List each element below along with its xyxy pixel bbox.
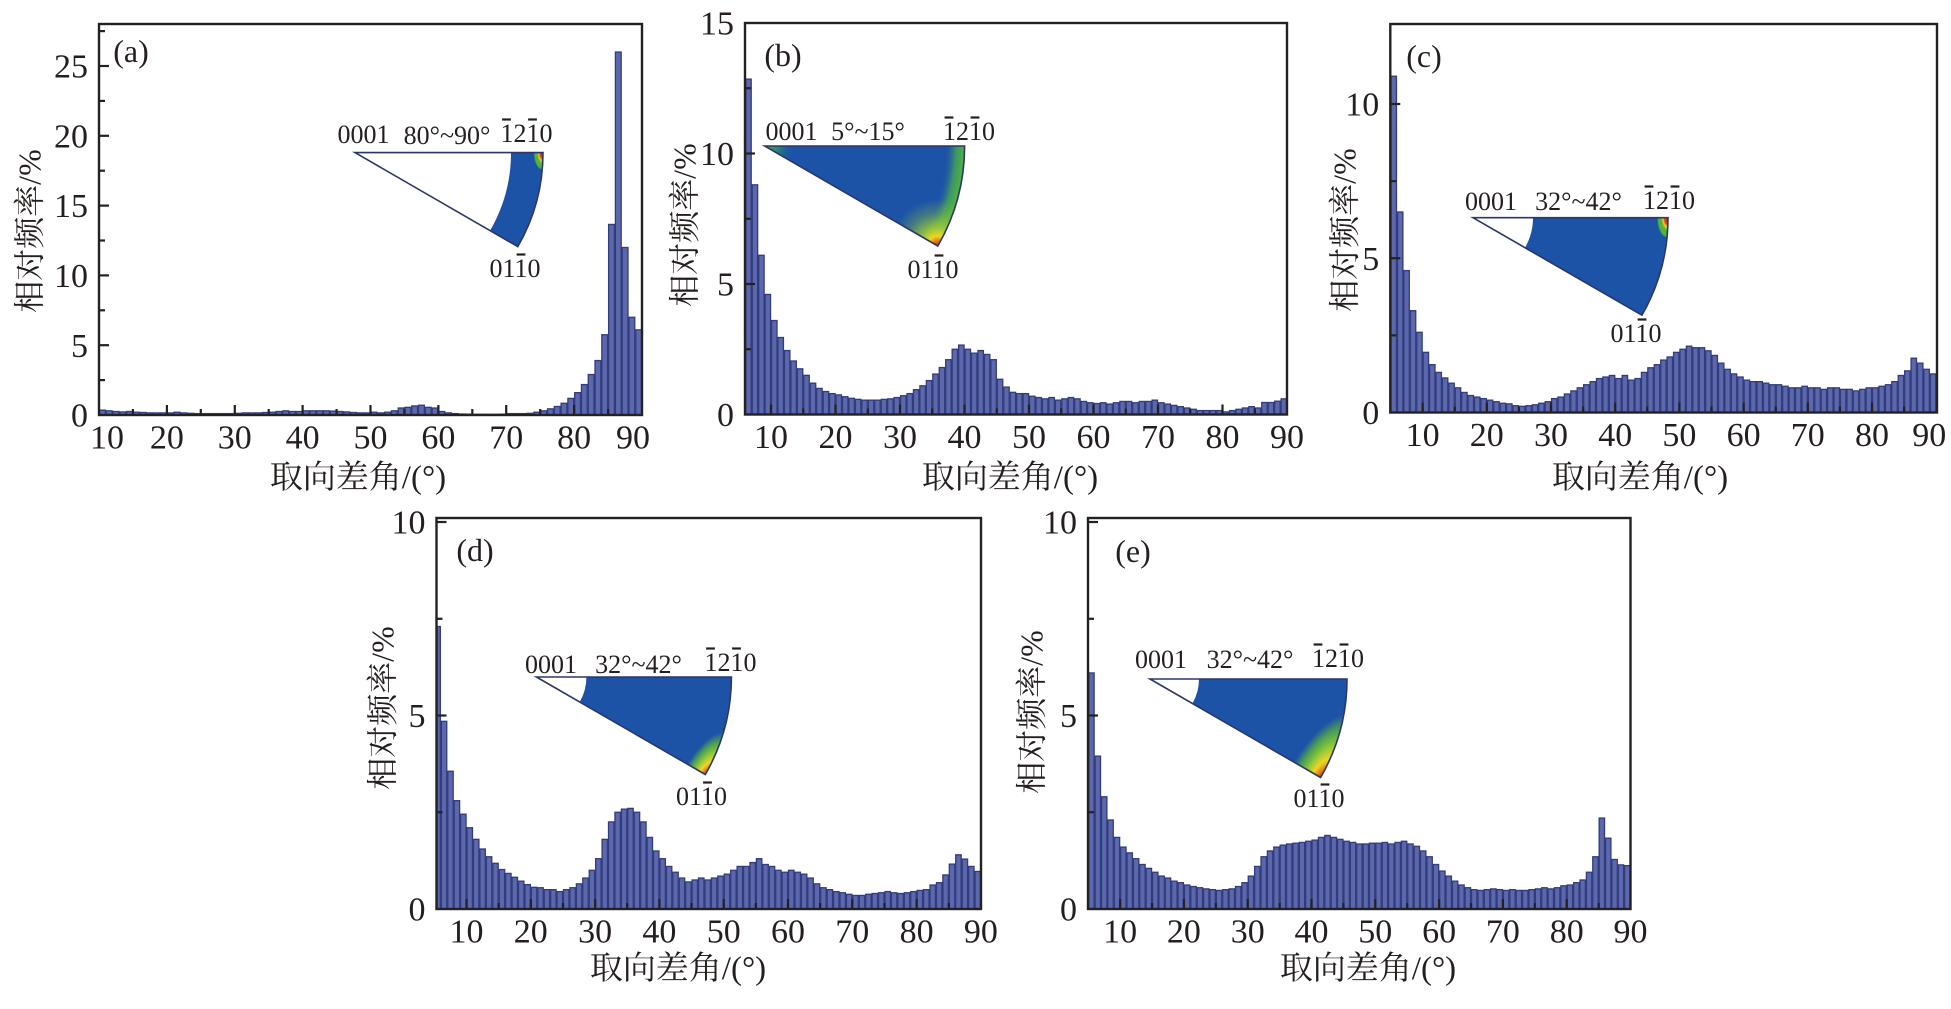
svg-text:90: 90	[616, 420, 650, 457]
svg-text:50: 50	[1662, 417, 1696, 454]
svg-text:70: 70	[1141, 419, 1175, 456]
svg-text:/%: /%	[667, 143, 703, 179]
svg-text:80: 80	[900, 914, 934, 951]
svg-text:0110: 0110	[907, 255, 958, 284]
svg-text:0: 0	[1362, 395, 1379, 432]
svg-text:/(°): /(°)	[1054, 460, 1098, 496]
svg-text:20: 20	[1470, 417, 1504, 454]
svg-text:50: 50	[707, 914, 741, 951]
svg-text:40: 40	[1598, 417, 1632, 454]
svg-text:0001: 0001	[338, 120, 390, 149]
svg-text:60: 60	[1727, 417, 1761, 454]
svg-text:10: 10	[1103, 914, 1137, 951]
svg-text:80: 80	[557, 420, 591, 457]
svg-text:60: 60	[1077, 419, 1111, 456]
svg-text:0001: 0001	[525, 650, 577, 679]
svg-text:80: 80	[1855, 417, 1889, 454]
svg-text:15: 15	[54, 188, 88, 225]
svg-text:10: 10	[1345, 87, 1379, 124]
svg-text:10: 10	[1406, 417, 1440, 454]
svg-text:30: 30	[1231, 914, 1265, 951]
svg-text:40: 40	[286, 420, 320, 457]
svg-text:70: 70	[489, 420, 523, 457]
svg-text:(b): (b)	[764, 37, 801, 73]
svg-text:(a): (a)	[113, 33, 149, 69]
svg-text:0: 0	[1060, 892, 1077, 929]
svg-text:0: 0	[71, 398, 88, 435]
svg-text:/(°): /(°)	[1684, 460, 1728, 496]
svg-text:20: 20	[1167, 914, 1201, 951]
svg-text:70: 70	[1791, 417, 1825, 454]
svg-text:/(°): /(°)	[402, 460, 446, 496]
svg-text:0001: 0001	[766, 117, 818, 146]
svg-text:50: 50	[1358, 914, 1392, 951]
svg-text:60: 60	[771, 914, 805, 951]
svg-text:20: 20	[819, 419, 853, 456]
svg-text:20: 20	[54, 118, 88, 155]
svg-text:32°~42°: 32°~42°	[1207, 645, 1294, 674]
svg-text:15: 15	[700, 6, 734, 43]
svg-text:80°~90°: 80°~90°	[404, 121, 491, 150]
svg-text:40: 40	[1295, 914, 1329, 951]
svg-text:90: 90	[1270, 419, 1304, 456]
svg-text:20: 20	[514, 914, 548, 951]
svg-text:5°~15°: 5°~15°	[831, 117, 905, 146]
svg-text:30: 30	[578, 914, 612, 951]
svg-text:80: 80	[1206, 419, 1240, 456]
svg-text:60: 60	[1422, 914, 1456, 951]
svg-text:70: 70	[1486, 914, 1520, 951]
svg-text:0110: 0110	[1293, 784, 1344, 813]
svg-text:/%: /%	[365, 626, 401, 662]
svg-text:1210: 1210	[943, 117, 995, 146]
svg-text:10: 10	[54, 258, 88, 295]
svg-text:10: 10	[392, 505, 426, 542]
svg-text:1210: 1210	[705, 648, 757, 677]
svg-text:50: 50	[1012, 419, 1046, 456]
svg-text:/(°): /(°)	[1412, 951, 1456, 987]
svg-text:10: 10	[1043, 505, 1077, 542]
svg-text:5: 5	[717, 267, 734, 304]
svg-text:70: 70	[835, 914, 869, 951]
svg-text:5: 5	[71, 328, 88, 365]
svg-text:1210: 1210	[501, 119, 553, 148]
svg-text:(c): (c)	[1406, 38, 1442, 74]
svg-text:1210: 1210	[1312, 644, 1364, 673]
svg-text:0: 0	[409, 892, 426, 929]
svg-text:0: 0	[717, 397, 734, 434]
svg-text:90: 90	[1912, 417, 1946, 454]
svg-text:90: 90	[964, 914, 998, 951]
svg-text:1210: 1210	[1643, 186, 1695, 215]
svg-text:30: 30	[1534, 417, 1568, 454]
svg-text:/(°): /(°)	[722, 951, 766, 987]
svg-text:90: 90	[1614, 914, 1648, 951]
svg-text:(d): (d)	[456, 532, 493, 568]
svg-text:5: 5	[1060, 698, 1077, 735]
svg-text:30: 30	[883, 419, 917, 456]
svg-text:32°~42°: 32°~42°	[595, 650, 682, 679]
svg-text:20: 20	[150, 420, 184, 457]
svg-text:32°~42°: 32°~42°	[1535, 187, 1622, 216]
svg-text:0001: 0001	[1465, 187, 1517, 216]
svg-text:0110: 0110	[676, 782, 727, 811]
svg-text:10: 10	[90, 420, 124, 457]
svg-text:10: 10	[700, 136, 734, 173]
svg-text:80: 80	[1550, 914, 1584, 951]
svg-text:60: 60	[421, 420, 455, 457]
svg-text:0110: 0110	[1610, 319, 1661, 348]
svg-text:0110: 0110	[489, 254, 540, 283]
svg-text:/%: /%	[1327, 148, 1363, 184]
svg-text:30: 30	[218, 420, 252, 457]
svg-text:40: 40	[948, 419, 982, 456]
svg-text:/%: /%	[12, 149, 48, 185]
svg-text:10: 10	[450, 914, 484, 951]
svg-text:10: 10	[754, 419, 788, 456]
svg-text:0001: 0001	[1135, 645, 1187, 674]
svg-text:50: 50	[354, 420, 388, 457]
svg-text:5: 5	[409, 698, 426, 735]
svg-text:5: 5	[1362, 241, 1379, 278]
svg-text:25: 25	[54, 49, 88, 86]
svg-text:40: 40	[642, 914, 676, 951]
svg-text:(e): (e)	[1115, 533, 1151, 569]
svg-text:/%: /%	[1014, 630, 1050, 666]
